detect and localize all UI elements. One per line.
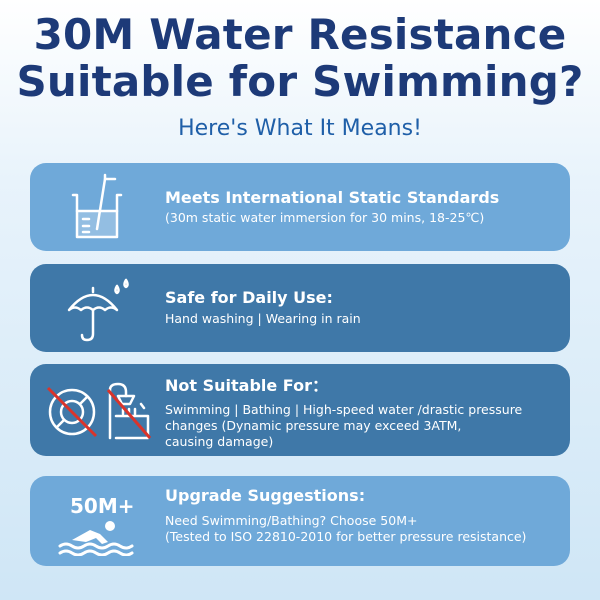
umbrella-icon <box>67 278 129 342</box>
beaker-icon <box>71 173 123 239</box>
card-1-text: Meets International Static Standards (30… <box>165 188 560 226</box>
card-2-heading: Safe for Daily Use: <box>165 288 333 307</box>
card-1-heading: Meets International Static Standards <box>165 188 500 207</box>
card-4-line-2: (Tested to ISO 22810-2010 for better pre… <box>165 529 527 544</box>
card-4-text: Upgrade Suggestions: Need Swimming/Bathi… <box>165 486 560 545</box>
card-3-line-2: changes (Dynamic pressure may exceed 3AT… <box>165 418 462 433</box>
card-2-line-1: Hand washing | Wearing in rain <box>165 311 361 326</box>
page-title-line-2: Suitable for Swimming? <box>16 57 584 106</box>
swimmer-icon <box>58 521 134 556</box>
shower-icon <box>106 382 152 440</box>
card-4-line-1: Need Swimming/Bathing? Choose 50M+ <box>165 513 418 528</box>
lifebuoy-icon <box>46 386 98 438</box>
card-3-heading: Not Suitable For： <box>165 376 328 395</box>
card-3-text: Not Suitable For： Swimming | Bathing | H… <box>165 372 560 450</box>
page-title-line-1: 30M Water Resistance <box>33 10 567 59</box>
card-4-heading: Upgrade Suggestions: <box>165 486 366 505</box>
card-daily-use: Safe for Daily Use: Hand washing | Weari… <box>30 264 570 352</box>
card-3-line-3: causing damage) <box>165 434 274 449</box>
card-2-text: Safe for Daily Use: Hand washing | Weari… <box>165 288 560 327</box>
page-subtitle: Here's What It Means! <box>178 116 422 141</box>
card-not-suitable: Not Suitable For： Swimming | Bathing | H… <box>30 364 570 456</box>
card-upgrade: 50M+ Upgrade Suggestions: Need Swimming/… <box>30 476 570 566</box>
card-static-standards: Meets International Static Standards (30… <box>30 163 570 251</box>
card-3-line-1: Swimming | Bathing | High-speed water /d… <box>165 402 523 417</box>
card-1-line-1: (30m static water immersion for 30 mins,… <box>165 210 485 225</box>
rating-badge: 50M+ <box>70 494 135 518</box>
